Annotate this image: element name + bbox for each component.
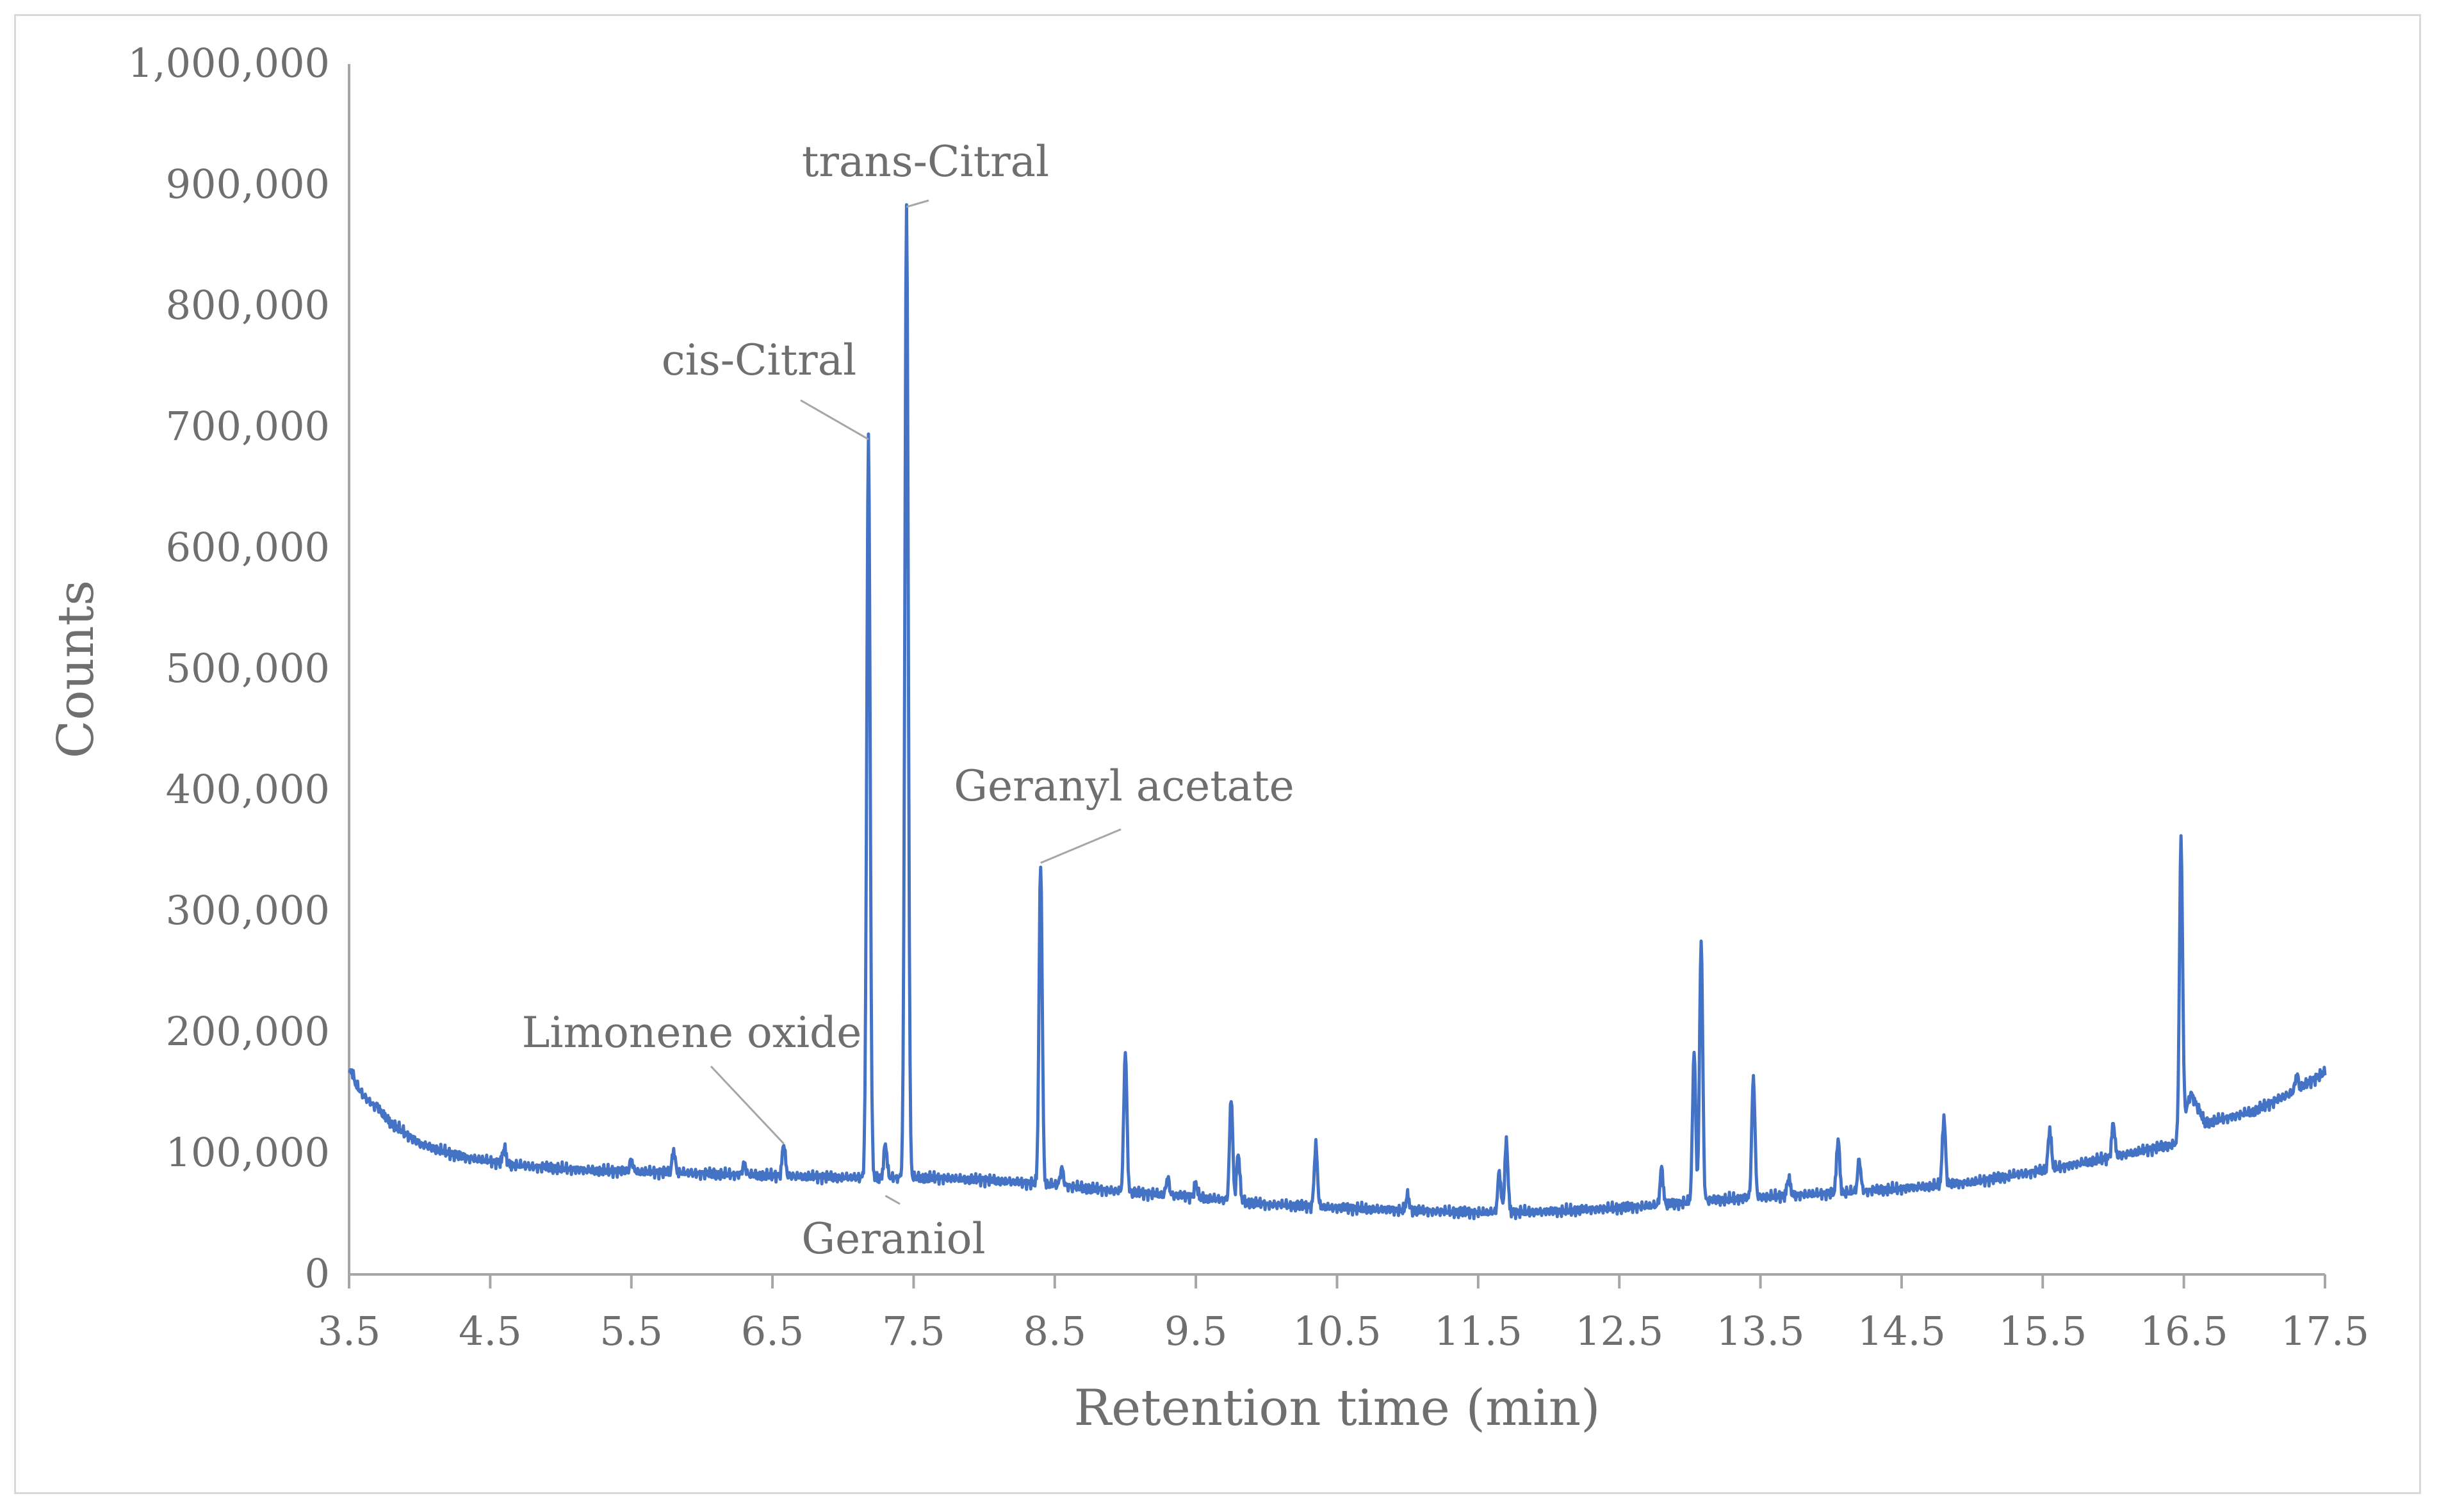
- x-axis-title: Retention time (min): [1073, 1379, 1600, 1437]
- annotation-leader-line: [906, 199, 929, 208]
- chromatogram-chart: 0 100,000 200,000 300,000 400,000 500,000 600,…: [47, 40, 2369, 1437]
- y-tick-label: 300,000: [166, 887, 330, 934]
- x-tick-label: 11.5: [1434, 1308, 1522, 1354]
- x-tick-label: 10.5: [1293, 1308, 1381, 1354]
- x-tick-label: 8.5: [1023, 1308, 1086, 1354]
- peak-annotation-label: trans-Citral: [802, 137, 1049, 186]
- x-tick-label: 13.5: [1717, 1308, 1805, 1354]
- x-tick-label: 16.5: [2140, 1308, 2228, 1354]
- peak-annotation-label: Geranyl acetate: [954, 761, 1294, 811]
- y-tick-label: 200,000: [166, 1008, 330, 1055]
- peak-annotation-label: cis-Citral: [662, 336, 856, 385]
- x-tick-label: 12.5: [1575, 1308, 1663, 1354]
- chromatogram-series-line: [348, 203, 2327, 1221]
- x-tick-label: 7.5: [882, 1308, 945, 1354]
- x-tick-label: 17.5: [2281, 1308, 2369, 1354]
- x-tick-label: 14.5: [1857, 1308, 1946, 1354]
- x-tick-label: 9.5: [1164, 1308, 1228, 1354]
- x-tick-label: 3.5: [318, 1308, 381, 1354]
- x-tick-label: 6.5: [741, 1308, 804, 1354]
- chart-frame: 0 100,000 200,000 300,000 400,000 500,000 600,…: [14, 14, 2421, 1494]
- annotation-leader-line: [1040, 828, 1122, 864]
- y-tick-label: 400,000: [166, 766, 330, 813]
- y-tick-label: 700,000: [166, 403, 330, 450]
- x-tick-label: 5.5: [600, 1308, 663, 1354]
- y-tick-label: 800,000: [166, 282, 330, 329]
- peak-annotation-label: Limonene oxide: [522, 1008, 862, 1057]
- annotation-leader-line: [885, 1194, 901, 1205]
- y-tick-label: 600,000: [166, 524, 330, 571]
- y-tick-label: 900,000: [166, 161, 330, 207]
- peak-annotation-label: Geraniol: [801, 1214, 985, 1264]
- y-tick-label: 100,000: [166, 1129, 330, 1176]
- y-axis-title: Counts: [47, 580, 105, 758]
- x-tick-label: 15.5: [1998, 1308, 2087, 1354]
- y-tick-label: 500,000: [166, 645, 330, 692]
- annotation-leader-line: [710, 1065, 785, 1144]
- x-tick-label: 4.5: [459, 1308, 522, 1354]
- y-tick-label: 0: [305, 1250, 330, 1297]
- annotation-leader-line: [800, 399, 869, 441]
- y-tick-label: 1,000,000: [127, 40, 330, 86]
